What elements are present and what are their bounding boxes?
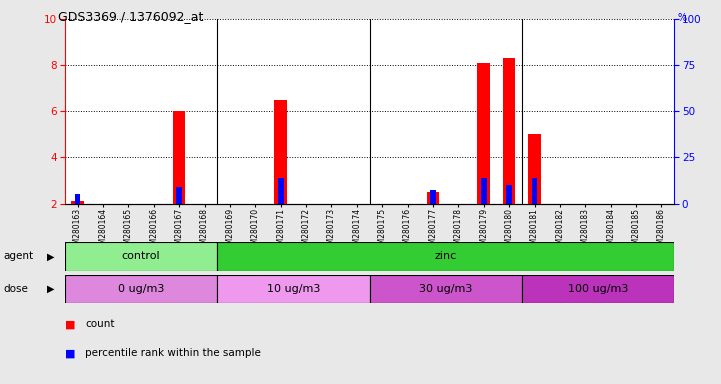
Text: ■: ■ bbox=[65, 348, 76, 358]
Bar bbox=[176, 187, 182, 204]
Text: ▶: ▶ bbox=[47, 251, 54, 262]
Bar bbox=[274, 100, 287, 204]
Bar bbox=[477, 63, 490, 204]
Bar bbox=[481, 178, 487, 204]
Text: zinc: zinc bbox=[435, 251, 457, 262]
Bar bbox=[531, 178, 537, 204]
Text: 0 ug/m3: 0 ug/m3 bbox=[118, 284, 164, 294]
Text: 100 ug/m3: 100 ug/m3 bbox=[568, 284, 628, 294]
Text: dose: dose bbox=[4, 284, 29, 294]
Bar bbox=[278, 178, 283, 204]
Bar bbox=[369, 275, 522, 303]
Bar bbox=[71, 201, 84, 204]
Text: 10 ug/m3: 10 ug/m3 bbox=[267, 284, 320, 294]
Bar bbox=[528, 134, 541, 204]
Bar bbox=[217, 242, 674, 271]
Text: GDS3369 / 1376092_at: GDS3369 / 1376092_at bbox=[58, 10, 203, 23]
Text: %: % bbox=[678, 13, 687, 23]
Text: ▶: ▶ bbox=[47, 284, 54, 294]
Text: control: control bbox=[122, 251, 160, 262]
Bar bbox=[217, 275, 369, 303]
Bar bbox=[506, 185, 512, 204]
Bar bbox=[430, 190, 435, 204]
Text: percentile rank within the sample: percentile rank within the sample bbox=[85, 348, 261, 358]
Bar bbox=[65, 275, 217, 303]
Text: 30 ug/m3: 30 ug/m3 bbox=[419, 284, 472, 294]
Bar bbox=[503, 58, 516, 204]
Bar bbox=[65, 242, 217, 271]
Text: agent: agent bbox=[4, 251, 34, 262]
Bar bbox=[75, 194, 81, 204]
Text: ■: ■ bbox=[65, 319, 76, 329]
Text: count: count bbox=[85, 319, 115, 329]
Bar bbox=[173, 111, 185, 204]
Bar bbox=[522, 275, 674, 303]
Bar bbox=[427, 192, 439, 204]
